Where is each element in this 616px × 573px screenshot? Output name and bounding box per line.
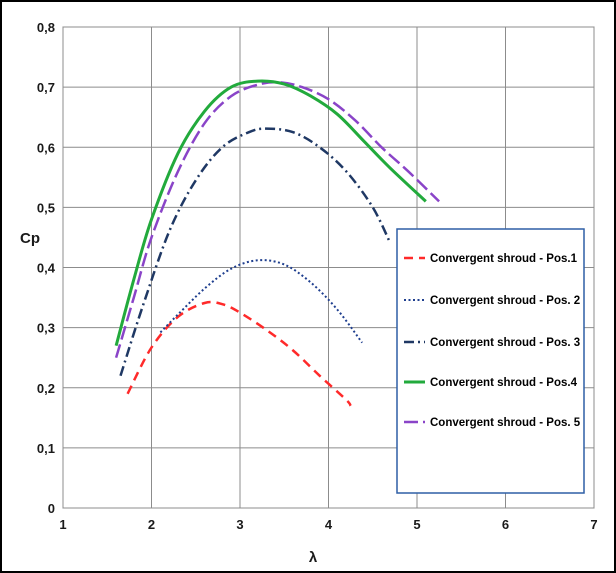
legend-label-pos-2: Convergent shroud - Pos. 2 <box>430 295 580 307</box>
series-line-pos-4 <box>114 79 427 347</box>
y-tick-label: 0,4 <box>37 261 56 276</box>
y-tick-label: 0,1 <box>37 441 55 456</box>
legend: Convergent shroud - Pos.1 Convergent shro… <box>396 228 585 494</box>
x-tick-label: 3 <box>236 517 243 532</box>
x-tick-label: 7 <box>590 517 597 532</box>
y-tick-label: 0,7 <box>37 80 55 95</box>
x-tick-label: 4 <box>325 517 333 532</box>
y-tick-label: 0,5 <box>37 200 55 215</box>
legend-label-pos-5: Convergent shroud - Pos. 5 <box>430 417 581 429</box>
x-axis-label: λ <box>309 549 318 566</box>
legend-label-pos-4: Convergent shroud - Pos.4 <box>430 377 578 389</box>
y-tick-label: 0,2 <box>37 381 55 396</box>
series-line-pos-1 <box>126 300 352 407</box>
y-tick-label: 0,6 <box>37 140 55 155</box>
legend-label-pos-3: Convergent shroud - Pos. 3 <box>430 337 580 349</box>
x-tick-label: 1 <box>59 517 66 532</box>
legend-label-pos-1: Convergent shroud - Pos.1 <box>430 253 578 265</box>
x-tick-label: 6 <box>502 517 509 532</box>
tick-labels: 1 2 3 4 5 6 7 0 0,1 0,2 0,3 0,4 0,5 0,6 0,7 0,8 <box>37 20 598 532</box>
y-tick-label: 0 <box>48 501 55 516</box>
y-axis-label: Cp <box>20 230 40 247</box>
y-tick-label: 0,3 <box>37 321 55 336</box>
x-tick-label: 5 <box>413 517 420 532</box>
y-tick-label: 0,8 <box>37 20 55 35</box>
x-tick-label: 2 <box>148 517 155 532</box>
legend-box <box>396 228 585 494</box>
series-line-pos-2 <box>159 259 363 344</box>
series-lines <box>114 79 440 407</box>
